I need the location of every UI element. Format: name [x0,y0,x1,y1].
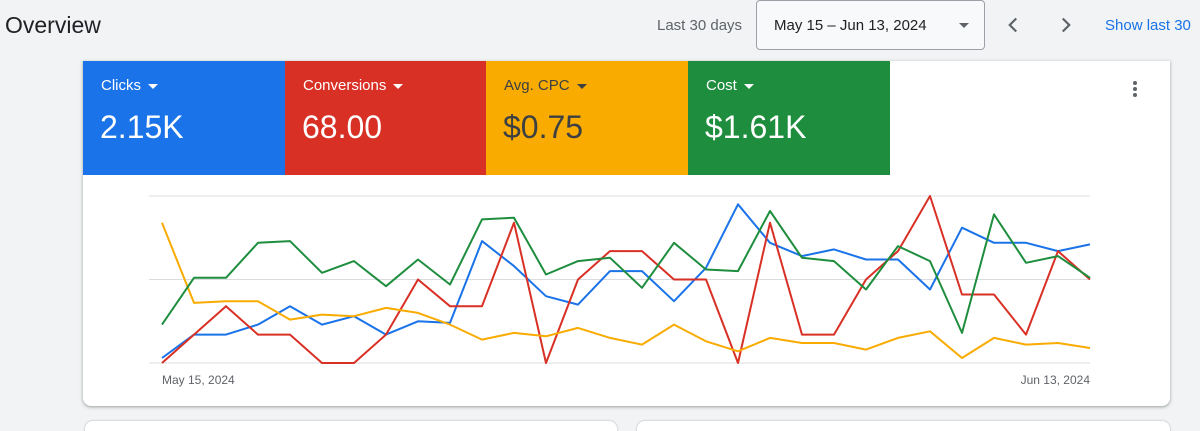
scorecard-avg-cpc[interactable]: Avg. CPC $0.75 [486,61,688,175]
scorecard-conversions-value: 68.00 [302,109,383,145]
scorecard-cost-label: Cost [706,77,754,94]
scorecard-conversions[interactable]: Conversions 68.00 [285,61,487,175]
scorecard-avg-cpc-label: Avg. CPC [504,77,587,94]
secondary-card-right [637,421,1170,431]
page-title: Overview [5,12,101,38]
x-axis-end-label: Jun 13, 2024 [1021,373,1091,387]
x-axis-start-label: May 15, 2024 [162,373,235,387]
scorecard-clicks-label: Clicks [101,77,158,94]
series-line-0 [161,203,1091,359]
scorecard-cost[interactable]: Cost $1.61K [688,61,890,175]
overview-header: Overview Last 30 days May 15 – Jun 13, 2… [0,0,1200,56]
date-range-text: May 15 – Jun 13, 2024 [774,17,927,34]
date-range-picker[interactable]: May 15 – Jun 13, 2024 [756,0,985,50]
scorecard-cost-value: $1.61K [705,109,807,145]
more-options-icon[interactable] [1125,79,1145,99]
scorecard-avg-cpc-value: $0.75 [503,109,584,145]
scorecard-clicks-value: 2.15K [100,109,184,145]
secondary-card-left [85,421,617,431]
dropdown-arrow-icon [576,83,587,89]
dropdown-arrow-icon [148,83,158,89]
series-line-3 [161,210,1091,334]
performance-card: May 15, 2024 Jun 13, 2024 Clicks 2.15K C… [83,61,1170,406]
show-last-30-link[interactable]: Show last 30 [1105,17,1191,34]
chevron-right-icon [1061,17,1071,33]
scorecard-clicks[interactable]: Clicks 2.15K [83,61,285,175]
performance-line-chart: May 15, 2024 Jun 13, 2024 [149,195,1091,387]
range-label: Last 30 days [657,17,743,34]
previous-period-button[interactable] [1000,12,1026,38]
scorecard-conversions-label: Conversions [303,77,404,94]
dropdown-arrow-icon [393,83,404,89]
next-period-button[interactable] [1053,12,1079,38]
series-line-1 [161,195,1091,364]
chevron-left-icon [1008,17,1018,33]
dropdown-arrow-icon [743,83,754,89]
dropdown-arrow-icon [959,23,969,28]
series-line-2 [161,222,1091,359]
